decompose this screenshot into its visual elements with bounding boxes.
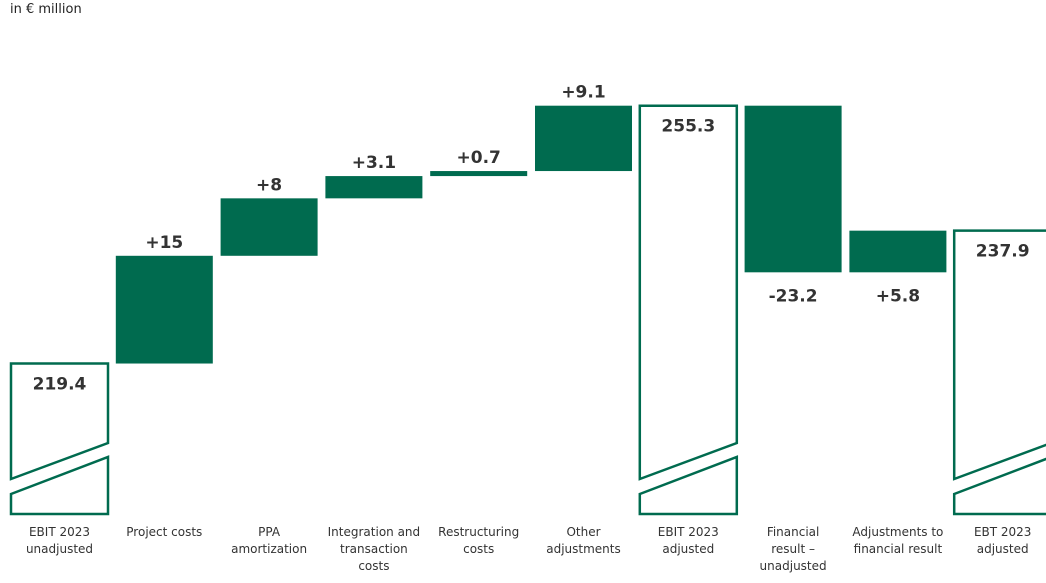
category-label: Other adjustments xyxy=(546,525,621,556)
delta-value-label: +3.1 xyxy=(352,153,396,173)
total-bar-upper xyxy=(952,229,1046,481)
category-label: EBIT 2023 adjusted xyxy=(658,525,719,556)
total-value-label: 255.3 xyxy=(661,117,715,137)
total-bar-lower xyxy=(9,455,110,516)
category-label: Financial result – unadjusted xyxy=(760,525,827,573)
delta-value-label: +5.8 xyxy=(876,286,920,306)
total-value-label: 219.4 xyxy=(33,375,87,395)
delta-bar xyxy=(430,171,528,177)
delta-value-label: -23.2 xyxy=(769,286,818,306)
category-label: EBT 2023 adjusted xyxy=(974,525,1032,556)
category-label: EBIT 2023 unadjusted xyxy=(26,525,93,556)
delta-value-label: +0.7 xyxy=(457,148,501,168)
category-label: Integration and transaction costs xyxy=(328,525,421,573)
delta-bar xyxy=(220,198,318,256)
delta-value-label: +8 xyxy=(256,175,282,195)
category-label: Project costs xyxy=(126,525,202,539)
total-value-label: 237.9 xyxy=(976,242,1030,262)
total-bar-upper xyxy=(9,362,110,481)
category-label: Restructuring costs xyxy=(438,525,519,556)
delta-value-label: +15 xyxy=(145,233,183,253)
unit-label: in € million xyxy=(10,2,82,17)
delta-bar xyxy=(115,255,213,364)
total-bar-upper xyxy=(638,104,739,481)
delta-value-label: +9.1 xyxy=(561,83,605,103)
delta-bar xyxy=(535,105,632,172)
delta-bar xyxy=(744,105,842,273)
category-label: Adjustments to financial result xyxy=(852,525,943,556)
delta-bar xyxy=(325,176,423,199)
total-bar-lower xyxy=(638,455,739,516)
category-label: PPA amortization xyxy=(231,525,307,556)
total-bar-lower xyxy=(952,457,1046,516)
delta-bar xyxy=(849,230,947,273)
